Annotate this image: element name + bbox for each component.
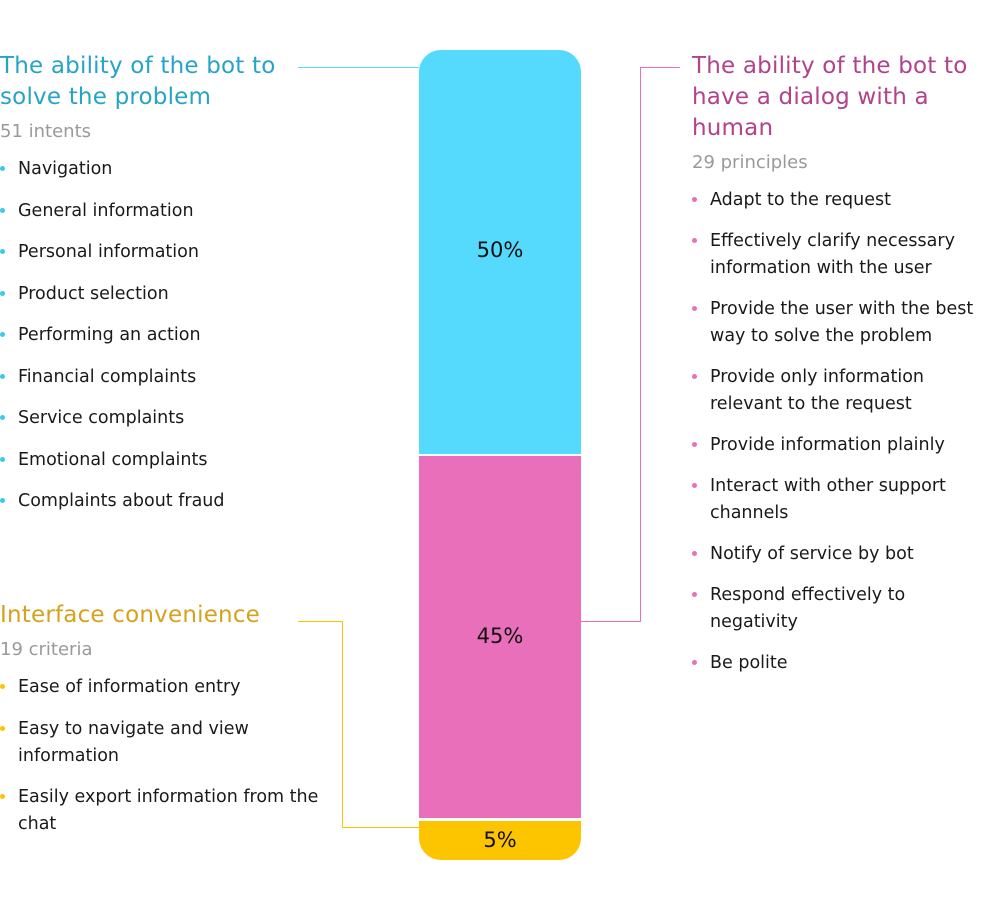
- left-top-count: 51 intents: [0, 121, 92, 142]
- bar-segment-1: 50%: [419, 50, 581, 454]
- list-item: Provide information plainly: [692, 432, 992, 459]
- list-item: Interact with other support channels: [692, 473, 992, 527]
- list-item: Financial complaints: [0, 364, 290, 391]
- right-block: The ability of the bot to have a dialog …: [692, 51, 992, 691]
- connector-yellow-bottom: [342, 827, 419, 828]
- left-bottom-list: Ease of information entry Easy to navigat…: [0, 674, 330, 838]
- bar-data-label: 5%: [483, 828, 517, 853]
- list-item: Provide only information relevant to the…: [692, 364, 992, 418]
- left-bottom-title: Interface convenience: [0, 602, 261, 628]
- left-bottom-block: Interface convenience 19 criteria Ease o…: [0, 600, 330, 853]
- list-item: Provide the user with the best way to so…: [692, 296, 992, 350]
- connector-pink-top: [640, 67, 680, 68]
- list-item: Notify of service by bot: [692, 541, 992, 568]
- bar-segment-3: 5%: [419, 820, 581, 860]
- bar-data-label: 45%: [476, 624, 524, 649]
- list-item: Navigation: [0, 156, 290, 183]
- list-item: Respond effectively to negativity: [692, 582, 992, 636]
- left-top-list: Navigation General information Personal in…: [0, 156, 290, 515]
- right-list: Adapt to the request Effectively clarify …: [692, 187, 992, 677]
- list-item: Be polite: [692, 650, 992, 677]
- list-item: Effectively clarify necessary informatio…: [692, 228, 992, 282]
- left-top-block: The ability of the bot to solve the prob…: [0, 51, 290, 530]
- bar-segment-2: 45%: [419, 456, 581, 819]
- list-item: Ease of information entry: [0, 674, 330, 701]
- list-item: Service complaints: [0, 405, 290, 432]
- bar-data-label: 50%: [476, 238, 524, 262]
- left-bottom-count: 19 criteria: [0, 639, 93, 660]
- list-item: Complaints about fraud: [0, 488, 290, 515]
- right-title: The ability of the bot to have a dialog …: [692, 53, 968, 141]
- connector-yellow: [298, 621, 343, 828]
- list-item: Easily export information from the chat: [0, 784, 330, 838]
- right-count: 29 principles: [692, 152, 808, 173]
- list-item: Adapt to the request: [692, 187, 992, 214]
- connector-pink: [581, 67, 641, 622]
- list-item: Product selection: [0, 281, 290, 308]
- list-item: General information: [0, 198, 290, 225]
- list-item: Personal information: [0, 239, 290, 266]
- left-top-title: The ability of the bot to solve the prob…: [0, 53, 276, 110]
- list-item: Easy to navigate and view information: [0, 716, 330, 770]
- list-item: Performing an action: [0, 322, 290, 349]
- list-item: Emotional complaints: [0, 447, 290, 474]
- connector-blue: [298, 67, 419, 68]
